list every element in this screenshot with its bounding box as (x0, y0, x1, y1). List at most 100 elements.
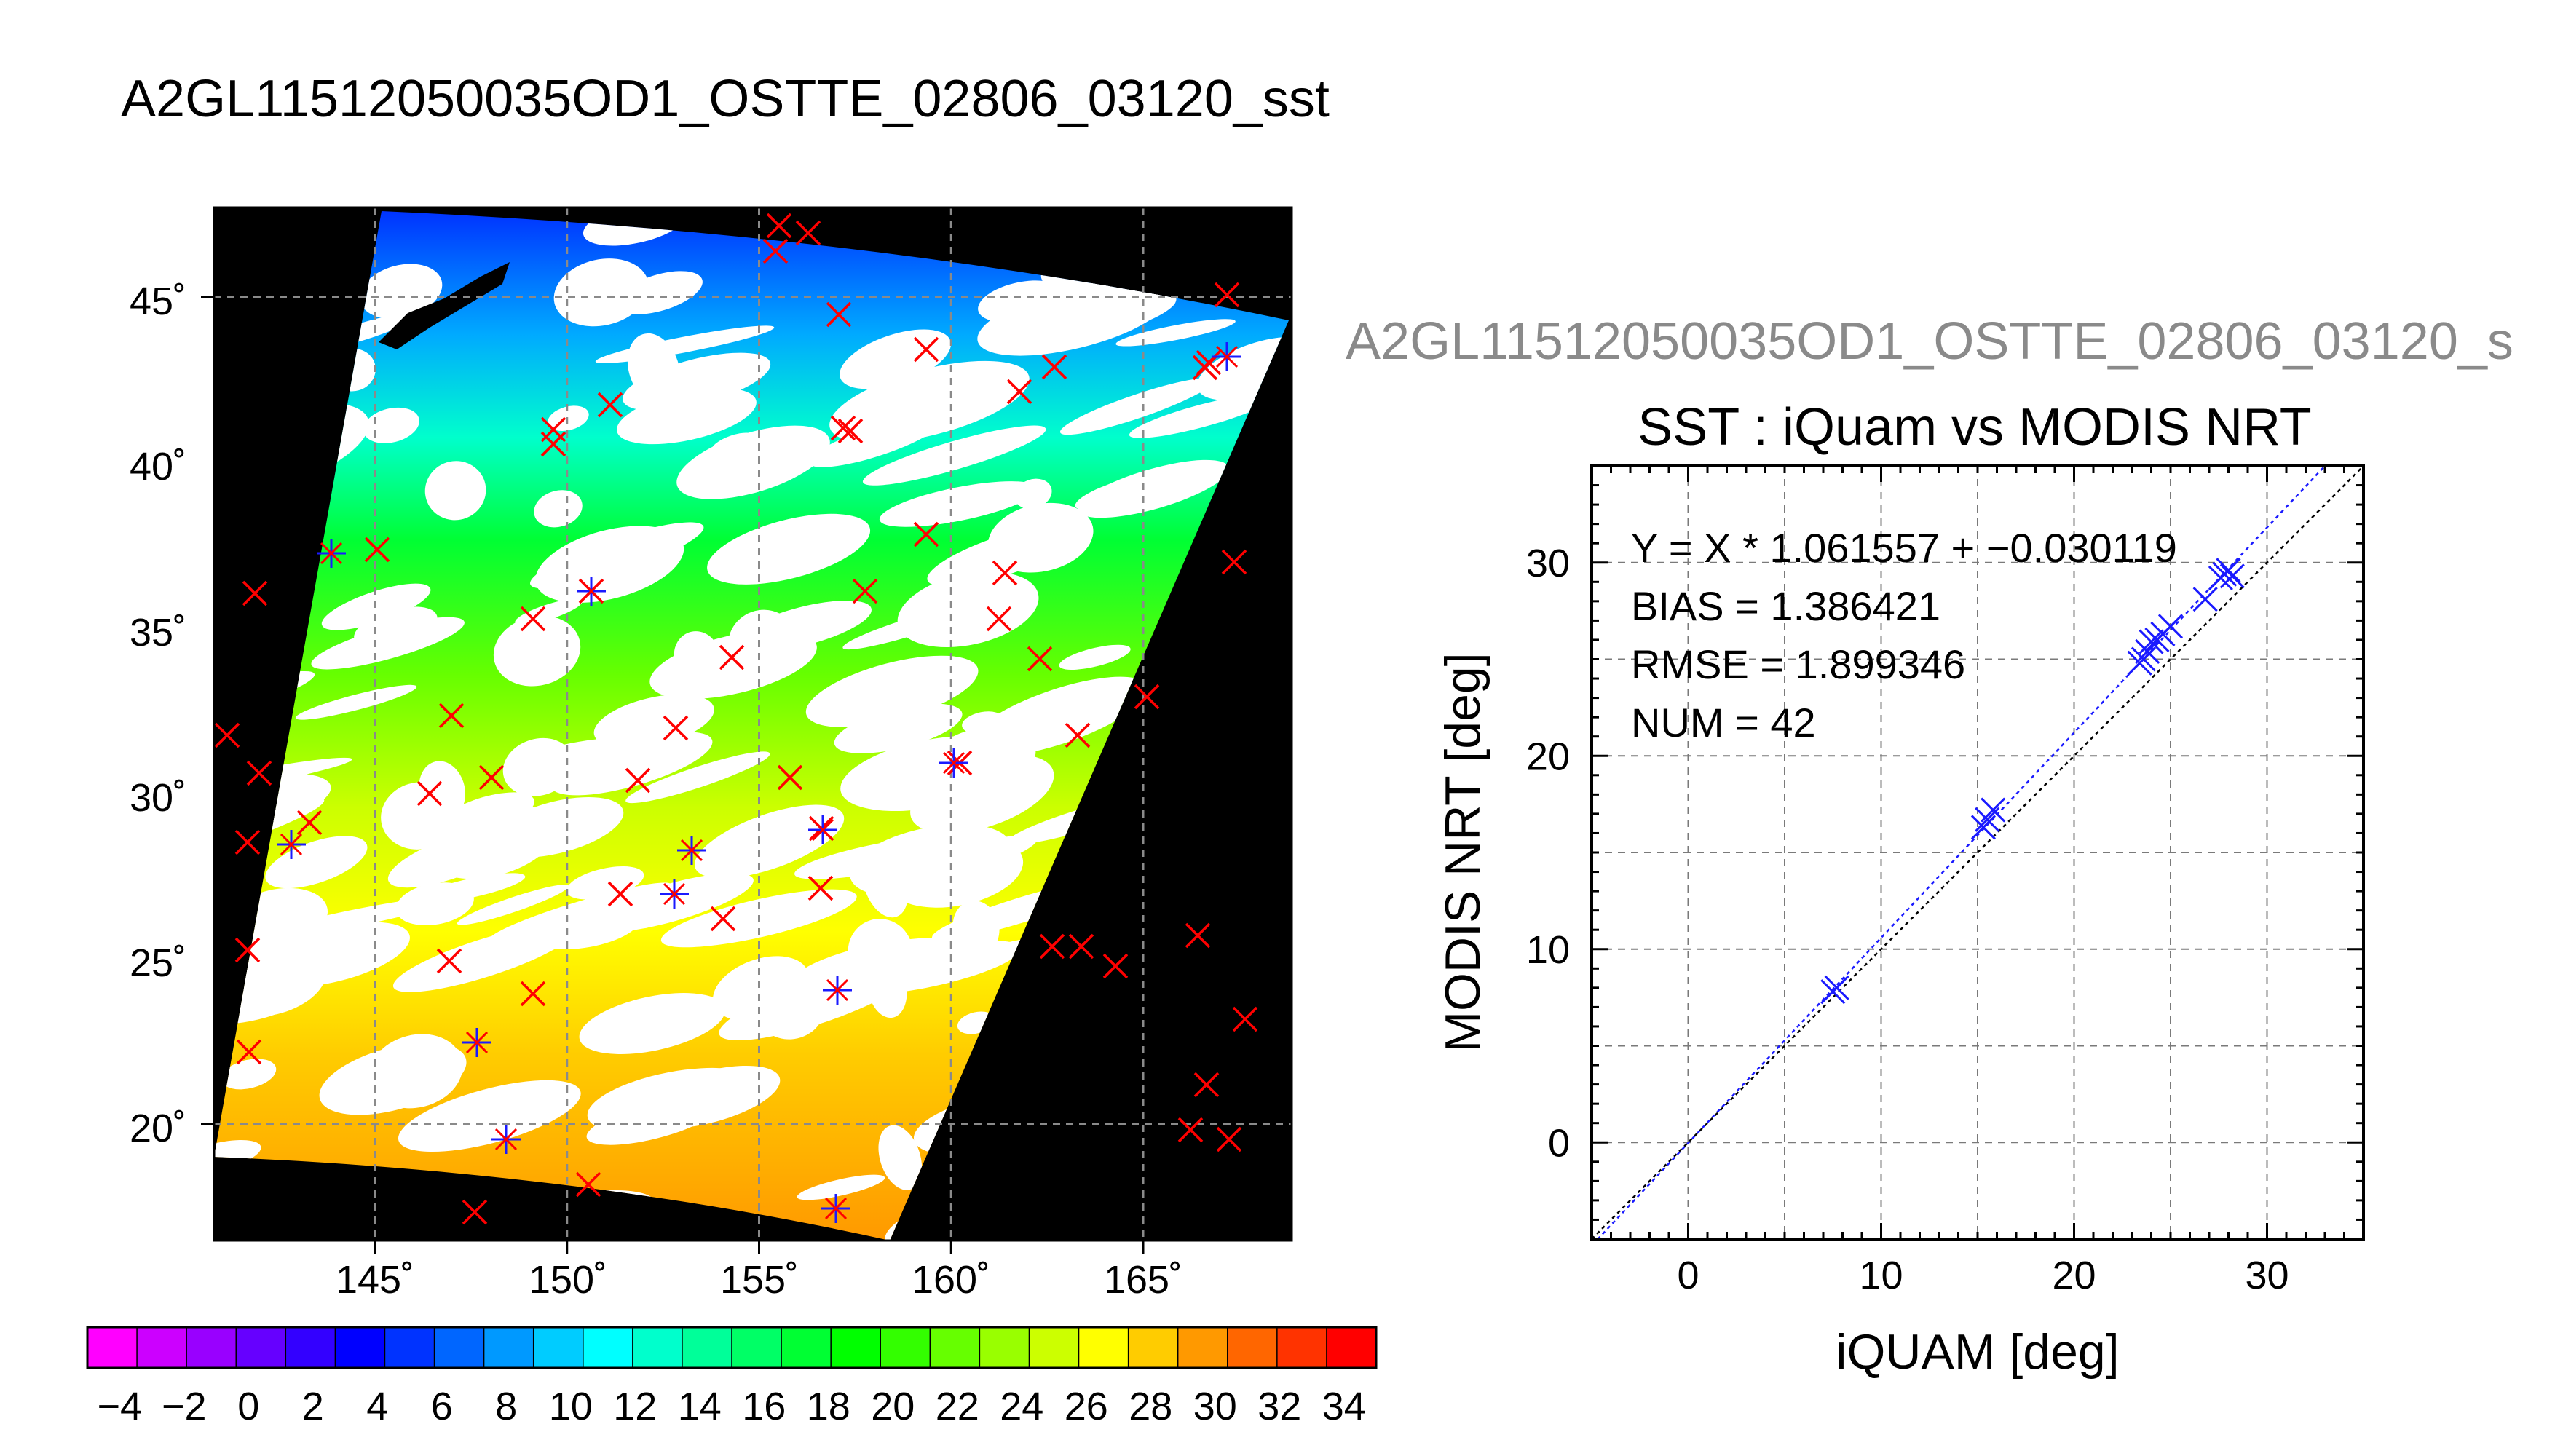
scatter-plot: SST : iQuam vs MODIS NRT 0 10 20 300102030 … (1435, 398, 2365, 1380)
blue-match-marker (663, 882, 686, 906)
colorbar-cell (384, 1326, 435, 1369)
red-buoy-marker (807, 875, 834, 901)
red-buoy-marker (719, 644, 745, 670)
data-point (1824, 975, 1849, 1000)
colorbar-cell (532, 1326, 585, 1369)
data-point (1981, 797, 2006, 823)
red-buoy-marker (837, 418, 864, 444)
red-buoy-marker (830, 415, 856, 441)
colorbar-tick-label: 20 (871, 1385, 915, 1428)
red-buoy-marker (597, 392, 623, 418)
red-buoy-marker (1065, 722, 1091, 748)
data-point (2157, 614, 2184, 639)
cloud-patch (879, 481, 1038, 527)
scatter-file-title: A2GL11512050035OD1_OSTTE_02806_03120_s (1346, 312, 2513, 371)
num-value: NUM = 42 (1631, 700, 1816, 745)
fit-statistics: Y = X * 1.061557 + −0.030119 BIAS = 1.38… (1631, 525, 2177, 745)
colorbar-tick-label: 22 (936, 1385, 979, 1428)
blue-match-marker (811, 818, 834, 842)
cloud-patch (987, 502, 1094, 573)
cloud-patch (695, 804, 845, 879)
red-buoy-marker (607, 881, 633, 907)
colorbar-cell (136, 1326, 188, 1369)
lat-tick-label: 45˚ (130, 280, 186, 323)
blue-match-marker (320, 542, 343, 565)
colorbar-cell (1227, 1326, 1279, 1369)
blue-match-marker (680, 839, 703, 862)
colorbar-labels: −4 −2 0 2 4 6 8 10 12 14 16 18 20 22 24 26 28 30 32 34 (97, 1385, 1365, 1428)
red-buoy-marker (766, 213, 792, 239)
cloud-patch (756, 977, 825, 1040)
cloud-patch (1059, 644, 1131, 670)
cloud-patch (707, 513, 871, 585)
data-point (2135, 638, 2160, 664)
lat-tick-label: 25˚ (130, 941, 186, 985)
cloud-patch (805, 655, 979, 727)
lon-tick-label: 160˚ (912, 1258, 990, 1302)
colorbar-cell (87, 1326, 138, 1369)
buoy-markers (214, 213, 1258, 1225)
blue-match-marker (826, 978, 849, 1002)
red-buoy-marker (1216, 1126, 1242, 1152)
cloud-patch (395, 882, 474, 926)
map-gridlines (201, 207, 1292, 1254)
colorbar-cell (929, 1326, 981, 1369)
cloud-patch (214, 1140, 261, 1173)
red-buoy-marker (1192, 355, 1218, 381)
lat-tick-label: 30˚ (130, 776, 186, 820)
red-buoy-marker (236, 1039, 262, 1065)
red-buoy-marker (1134, 684, 1160, 710)
sst-map: 145˚ 150˚ 155˚ 160˚ 165˚ 20˚ 25˚ 30˚ 35˚… (130, 206, 1293, 1302)
colorbar-tick-label: 10 (549, 1385, 593, 1428)
cloud-patch (534, 490, 583, 528)
colorbar-tick-label: 8 (495, 1385, 517, 1428)
colorbar-cell (1177, 1326, 1229, 1369)
cloud-patch (532, 903, 641, 949)
rmse-value: RMSE = 1.899346 (1631, 641, 1965, 687)
red-buoy-marker (913, 336, 939, 363)
data-point (2131, 646, 2156, 672)
main-title: A2GL11512050035OD1_OSTTE_02806_03120_sst (121, 70, 1330, 128)
cloud-patch (878, 1125, 923, 1190)
data-point (2219, 563, 2245, 589)
red-buoy-marker (795, 220, 821, 246)
red-buoy-marker (710, 906, 736, 932)
colorbar-tick-label: 16 (742, 1385, 786, 1428)
cloud-patch (490, 796, 624, 858)
red-buoy-marker (1185, 922, 1211, 949)
red-buoy-marker (296, 810, 323, 836)
x-tick-label: 30 (2245, 1254, 2289, 1297)
colorbar-cell (979, 1326, 1030, 1369)
colorbar-cell (483, 1326, 534, 1369)
cloud-patch (862, 425, 1046, 486)
sst-colorbar: −4 −2 0 2 4 6 8 10 12 14 16 18 20 22 24 26 28 30 32 34 (86, 1326, 1378, 1428)
colorbar-cell (334, 1326, 386, 1369)
colorbar-cells (87, 1326, 1378, 1369)
bias-value: BIAS = 1.386421 (1631, 583, 1940, 629)
red-buoy-marker (540, 431, 566, 457)
colorbar-cell (235, 1326, 287, 1369)
blue-match-marker (494, 1128, 518, 1151)
cloud-patch (797, 1174, 885, 1200)
cloud-patch (457, 885, 569, 925)
cloud-patch (840, 735, 1024, 812)
colorbar-tick-label: 14 (678, 1385, 722, 1428)
colorbar-cell (1326, 1326, 1378, 1369)
colorbar-tick-label: 18 (807, 1385, 850, 1428)
cloud-patch (616, 271, 703, 314)
colorbar-tick-label: 4 (366, 1385, 388, 1428)
cloud-patch (862, 850, 908, 918)
red-buoy-marker (777, 764, 803, 791)
cloud-patch (221, 1059, 277, 1090)
colorbar-tick-label: 34 (1322, 1385, 1366, 1428)
cloud-patch (360, 264, 443, 319)
fit-line (1597, 465, 2326, 1241)
colorbar-tick-label: 12 (613, 1385, 657, 1428)
cloud-patch (649, 630, 817, 700)
x-tick-label: 10 (1859, 1254, 1903, 1297)
blue-match-marker (580, 579, 603, 603)
one-to-one-line (1591, 465, 2364, 1240)
cloud-patch (493, 615, 581, 687)
map-frame (213, 206, 1293, 1242)
